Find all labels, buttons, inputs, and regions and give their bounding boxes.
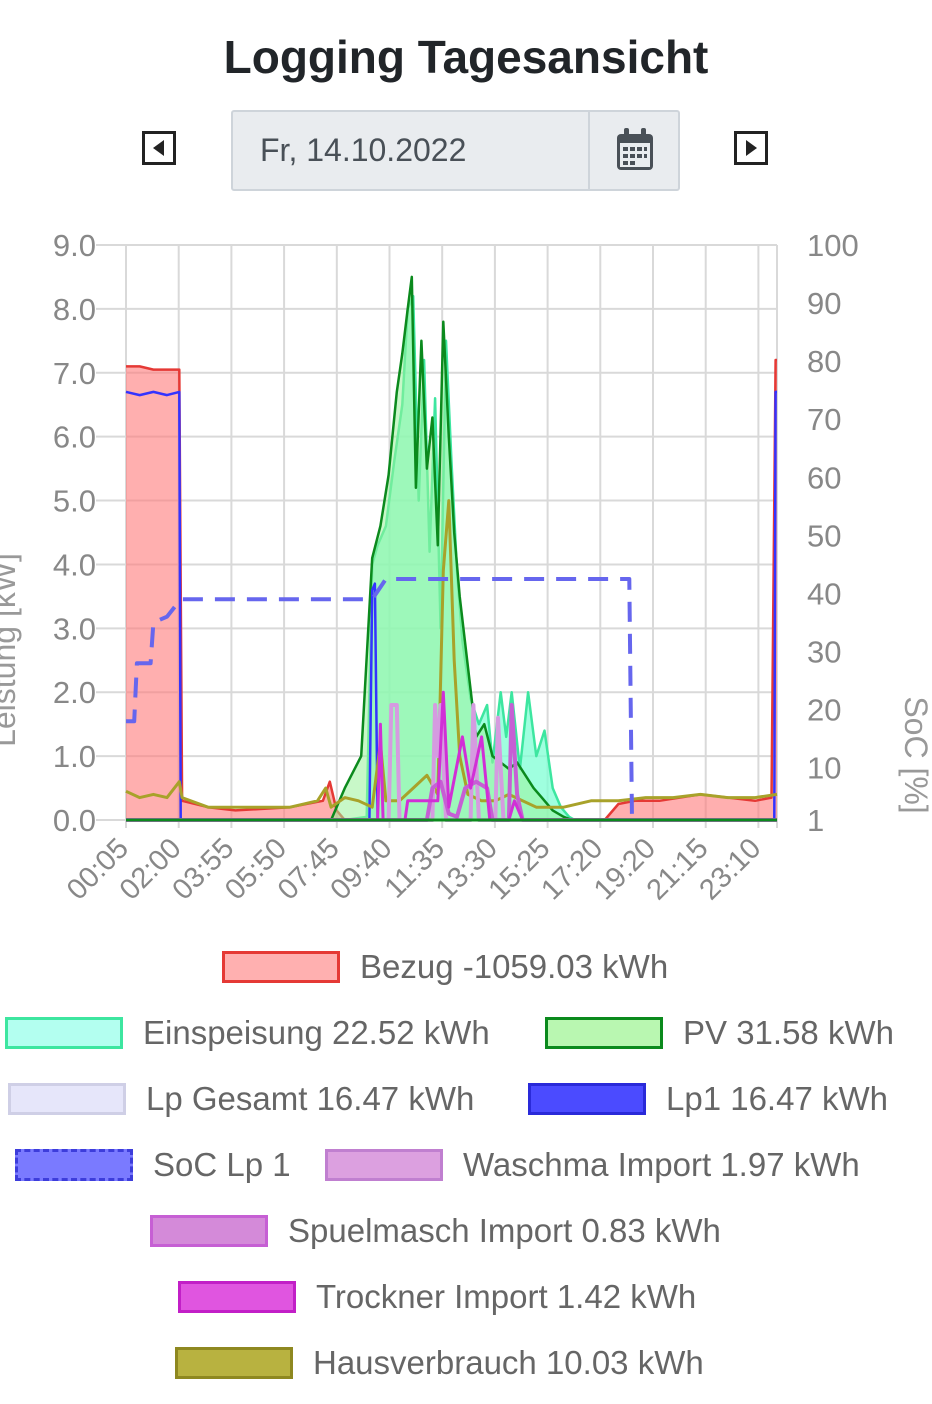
legend-label: PV 31.58 kWh — [683, 1014, 894, 1051]
y-tick-label: 7.0 — [53, 356, 96, 391]
y-axis-label: Leistung [kW] — [0, 553, 22, 747]
legend-label: Trockner Import 1.42 kWh — [316, 1278, 697, 1315]
y-tick-label: 2.0 — [53, 675, 96, 710]
y2-tick-label: 90 — [807, 286, 841, 321]
series-line-pv — [126, 275, 777, 822]
series-line-trockner-import — [126, 690, 777, 822]
calendar-button[interactable] — [588, 112, 680, 189]
y-tick-label: 5.0 — [53, 484, 96, 519]
chart-series — [125, 275, 778, 822]
legend-label: Waschma Import 1.97 kWh — [463, 1146, 860, 1183]
y2-tick-label: 70 — [807, 402, 841, 437]
y2-tick-label: 80 — [807, 344, 841, 379]
x-tick-label: 23:10 — [693, 832, 767, 906]
caret-left-icon — [153, 140, 164, 156]
legend-swatch — [8, 1083, 126, 1115]
y-tick-label: 3.0 — [53, 611, 96, 646]
caret-right-icon — [746, 140, 757, 156]
legend-swatch — [222, 951, 340, 983]
date-input[interactable] — [233, 112, 588, 189]
legend-swatch — [545, 1017, 663, 1049]
series-line-waschma-import — [126, 703, 777, 822]
x-tick-label: 09:40 — [325, 832, 399, 906]
legend-swatch — [175, 1347, 293, 1379]
legend-label: Hausverbrauch 10.03 kWh — [313, 1344, 704, 1381]
y-tick-label: 9.0 — [53, 228, 96, 263]
legend-swatch — [325, 1149, 443, 1181]
y-tick-label: 4.0 — [53, 547, 96, 582]
previous-day-button[interactable] — [142, 131, 176, 165]
y2-tick-label: 10 — [807, 751, 841, 786]
next-day-button[interactable] — [734, 131, 768, 165]
legend-label: Spuelmasch Import 0.83 kWh — [288, 1212, 721, 1249]
date-picker — [231, 110, 680, 191]
legend-label: Lp Gesamt 16.47 kWh — [146, 1080, 475, 1117]
legend-label: Lp1 16.47 kWh — [666, 1080, 888, 1117]
y-axis-left: 0.0 1.0 2.0 3.0 4.0 5.0 6.0 7.0 8.0 9.0 — [53, 228, 96, 838]
page-title: Logging Tagesansicht — [223, 31, 709, 83]
calendar-icon — [617, 128, 653, 170]
series-line-spuelmasch-import — [126, 703, 777, 822]
legend-swatch — [528, 1083, 646, 1115]
y2-tick-label: 50 — [807, 518, 841, 553]
series-line-soc-lp-1 — [126, 577, 634, 821]
y2-axis-label: SoC [%] — [898, 696, 932, 813]
y-tick-label: 1.0 — [53, 739, 96, 774]
y2-tick-label: 100 — [807, 228, 859, 263]
y2-tick-label: 40 — [807, 576, 841, 611]
legend-swatch — [150, 1215, 268, 1247]
legend-label: SoC Lp 1 — [153, 1146, 291, 1183]
legend-swatch — [5, 1017, 123, 1049]
y2-tick-label: 60 — [807, 460, 841, 495]
legend-label: Einspeisung 22.52 kWh — [143, 1014, 490, 1051]
y2-tick-label: 20 — [807, 693, 841, 728]
y-axis-right: 1 10 20 30 40 50 60 70 80 90 100 — [807, 228, 859, 838]
y-tick-label: 8.0 — [53, 292, 96, 327]
y2-tick-label: 30 — [807, 635, 841, 670]
power-chart: 0.0 1.0 2.0 3.0 4.0 5.0 6.0 7.0 8.0 9.0 1 10 20 30 40… — [0, 228, 932, 906]
y-tick-label: 0.0 — [53, 803, 96, 838]
legend-swatch — [178, 1281, 296, 1313]
series-line-hausverbrauch — [125, 499, 778, 809]
legend-label: Bezug -1059.03 kWh — [360, 948, 669, 985]
legend-swatch — [15, 1149, 133, 1181]
y2-tick-label: 1 — [807, 803, 824, 838]
x-axis: 00:0502:0003:5505:5007:4509:4011:3513:30… — [61, 832, 767, 906]
y-tick-label: 6.0 — [53, 420, 96, 455]
